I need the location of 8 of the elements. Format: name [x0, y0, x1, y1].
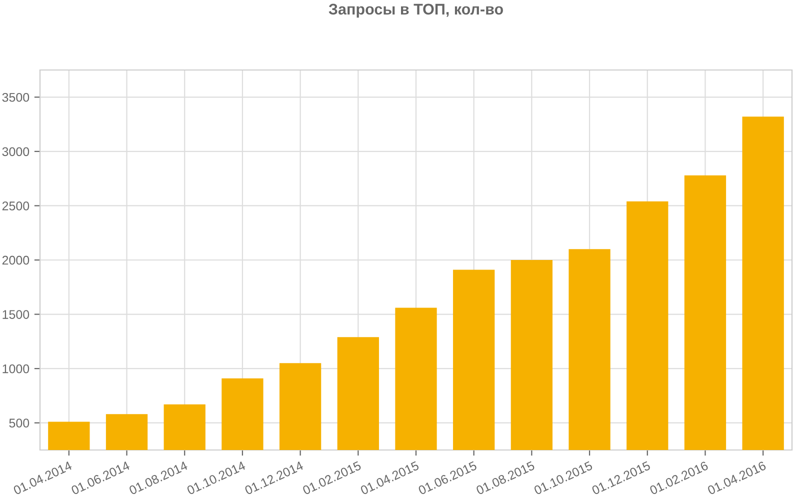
y-tick-label: 2500: [2, 202, 30, 210]
y-tick-label: 500: [9, 418, 30, 428]
y-tick-label: 3000: [2, 147, 30, 156]
y-tick-label: 2000: [2, 256, 30, 265]
y-tick-label: 3500: [2, 92, 30, 102]
y-tick-label: 1000: [2, 364, 30, 374]
chart-title: Запросы в ТОП, кол-во: [328, 4, 503, 18]
y-tick-label: 1500: [2, 310, 30, 319]
